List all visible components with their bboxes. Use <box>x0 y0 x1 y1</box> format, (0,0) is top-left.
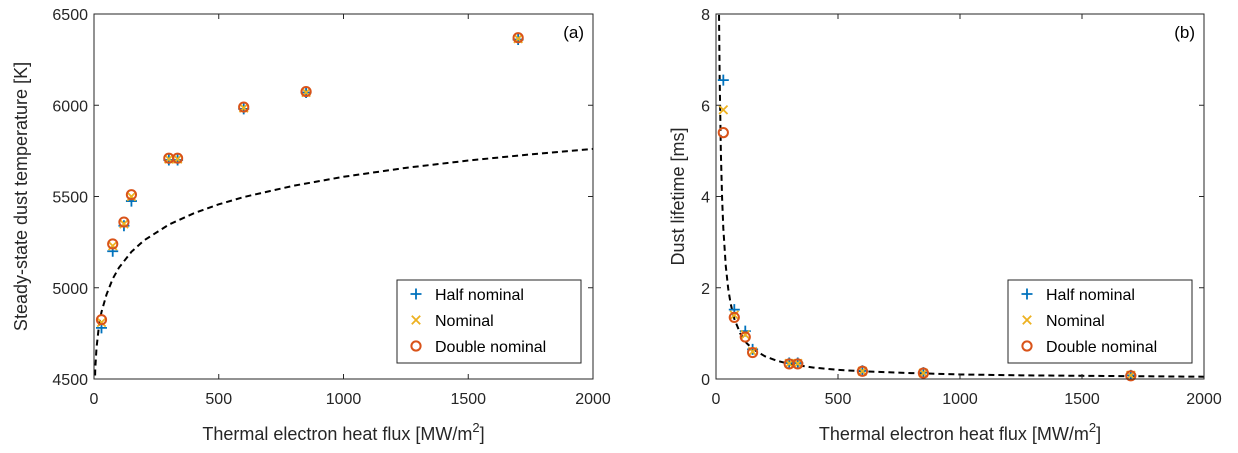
data-point <box>107 238 119 250</box>
legend-marker <box>410 288 422 300</box>
legend: Half nominal Nominal Double nominal <box>396 279 582 364</box>
y-tick-label: 4 <box>701 190 710 207</box>
x-axis-label: Thermal electron heat flux [MW/m2] <box>819 420 1101 444</box>
x-tick-label: 2000 <box>1186 391 1222 408</box>
series-double-nominal <box>717 127 1137 382</box>
x-tick-label: 0 <box>712 391 721 408</box>
data-point <box>95 314 108 326</box>
fit-curve <box>718 14 1204 378</box>
data-point <box>717 74 729 86</box>
x-tick-label: 1000 <box>326 391 362 408</box>
data-point <box>747 346 759 359</box>
y-tick-label: 6000 <box>52 98 88 115</box>
legend-marker <box>1022 315 1032 325</box>
y-tick-label: 5500 <box>52 190 88 207</box>
y-tick-label: 0 <box>701 372 710 389</box>
series-double-nominal <box>95 32 524 326</box>
data-point <box>917 367 930 379</box>
x-axis-label-main: Thermal electron heat flux [MW/m <box>819 424 1089 444</box>
data-point <box>729 310 740 320</box>
legend: Half nominal Nominal Double nominal <box>1007 279 1193 364</box>
panel-a: 0 500 1000 1500 2000 4500 5000 5500 6000 6500 Ther… <box>11 7 611 444</box>
data-point <box>118 216 130 228</box>
legend-marker <box>411 315 421 325</box>
panel-label: (b) <box>1174 23 1195 42</box>
legend-label: Nominal <box>435 313 494 330</box>
panel-label: (a) <box>563 23 584 42</box>
legend-marker <box>410 340 422 352</box>
data-point <box>171 152 184 164</box>
data-point <box>740 329 751 340</box>
x-tick-label: 1000 <box>942 391 978 408</box>
legend-label: Half nominal <box>435 287 524 304</box>
data-point <box>717 127 729 139</box>
x-axis-label-sup: 2 <box>472 420 479 435</box>
x-tick-label: 1500 <box>450 391 486 408</box>
x-axis-label-end: ] <box>480 424 485 444</box>
legend-label: Double nominal <box>1046 339 1157 356</box>
data-point <box>739 331 751 343</box>
legend-label: Double nominal <box>435 339 546 356</box>
x-axis-label-main: Thermal electron heat flux [MW/m <box>202 424 472 444</box>
data-point <box>300 85 312 98</box>
x-axis-label: Thermal electron heat flux [MW/m2] <box>202 420 484 444</box>
y-tick-label: 4500 <box>52 372 88 389</box>
panel-b: 0 500 1000 1500 2000 0 2 4 6 8 Thermal electron he… <box>668 7 1222 444</box>
data-point <box>792 358 804 370</box>
data-point <box>728 311 740 324</box>
x-tick-label: 0 <box>90 391 99 408</box>
y-tick-label: 5000 <box>52 281 88 298</box>
data-point <box>238 101 250 113</box>
legend-label: Half nominal <box>1046 287 1135 304</box>
y-tick-label: 6 <box>701 98 710 115</box>
data-point <box>1125 370 1137 382</box>
x-tick-label: 500 <box>825 391 852 408</box>
legend-label: Nominal <box>1046 313 1105 330</box>
legend-box <box>1007 279 1193 364</box>
legend-marker <box>1021 288 1033 300</box>
data-point <box>125 189 138 201</box>
data-point <box>96 317 107 328</box>
y-axis-label: Steady-state dust temperature [K] <box>11 62 31 331</box>
y-tick-label: 6500 <box>52 7 88 24</box>
data-point <box>718 104 729 115</box>
x-tick-label: 1500 <box>1064 391 1100 408</box>
x-tick-label: 2000 <box>575 391 611 408</box>
x-tick-label: 500 <box>205 391 232 408</box>
x-axis-label-end: ] <box>1096 424 1101 444</box>
y-tick-label: 2 <box>701 281 710 298</box>
y-axis-label: Dust lifetime [ms] <box>668 127 688 265</box>
legend-marker <box>1021 340 1033 352</box>
data-point <box>856 365 869 377</box>
data-point <box>512 32 524 44</box>
legend-box <box>396 279 582 364</box>
x-axis-label-sup: 2 <box>1089 420 1096 435</box>
y-tick-label: 8 <box>701 7 710 24</box>
